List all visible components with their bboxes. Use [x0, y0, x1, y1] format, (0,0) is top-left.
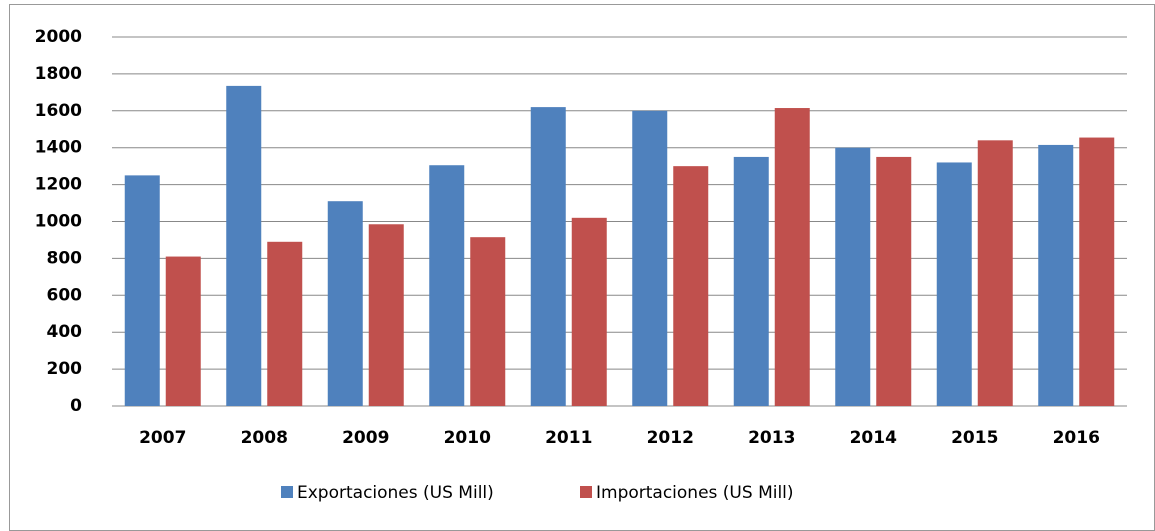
x-tick-label: 2014	[850, 428, 897, 448]
y-tick-label: 200	[47, 359, 83, 379]
bar	[470, 237, 506, 406]
bar	[530, 107, 566, 407]
y-tick-label: 1600	[35, 101, 82, 121]
bar	[1038, 144, 1074, 406]
x-tick-label: 2011	[545, 428, 592, 448]
x-tick-label: 2016	[1053, 428, 1100, 448]
bar	[429, 165, 465, 406]
bar	[733, 156, 769, 406]
bar	[165, 256, 201, 406]
y-tick-label: 2000	[35, 27, 82, 47]
x-tick-label: 2007	[139, 428, 186, 448]
legend-swatch	[281, 486, 293, 498]
legend-label: Exportaciones (US Mill)	[297, 483, 494, 503]
x-tick-label: 2013	[748, 428, 795, 448]
x-tick-label: 2015	[951, 428, 998, 448]
bar	[571, 217, 607, 406]
y-tick-label: 0	[70, 396, 82, 416]
bar	[368, 224, 404, 406]
bar	[327, 201, 363, 406]
y-tick-label: 1000	[35, 212, 82, 232]
legend-swatch	[580, 486, 592, 498]
bar	[977, 140, 1013, 406]
y-tick-label: 800	[47, 248, 83, 268]
bar	[1079, 137, 1115, 407]
x-tick-label: 2012	[647, 428, 694, 448]
bar	[876, 156, 912, 406]
bar	[835, 147, 871, 406]
x-tick-label: 2010	[444, 428, 491, 448]
bar	[673, 166, 709, 406]
y-tick-label: 1800	[35, 64, 82, 84]
y-tick-label: 1200	[35, 175, 82, 195]
y-tick-label: 1400	[35, 138, 82, 158]
bar	[774, 108, 810, 406]
bar	[936, 162, 972, 406]
legend-label: Importaciones (US Mill)	[596, 483, 794, 503]
y-tick-label: 400	[47, 322, 83, 342]
y-tick-label: 600	[47, 285, 83, 305]
bar	[632, 110, 668, 407]
x-tick-label: 2008	[241, 428, 288, 448]
bar	[124, 175, 160, 406]
bar	[267, 241, 303, 406]
bar	[226, 85, 262, 406]
x-tick-label: 2009	[342, 428, 389, 448]
